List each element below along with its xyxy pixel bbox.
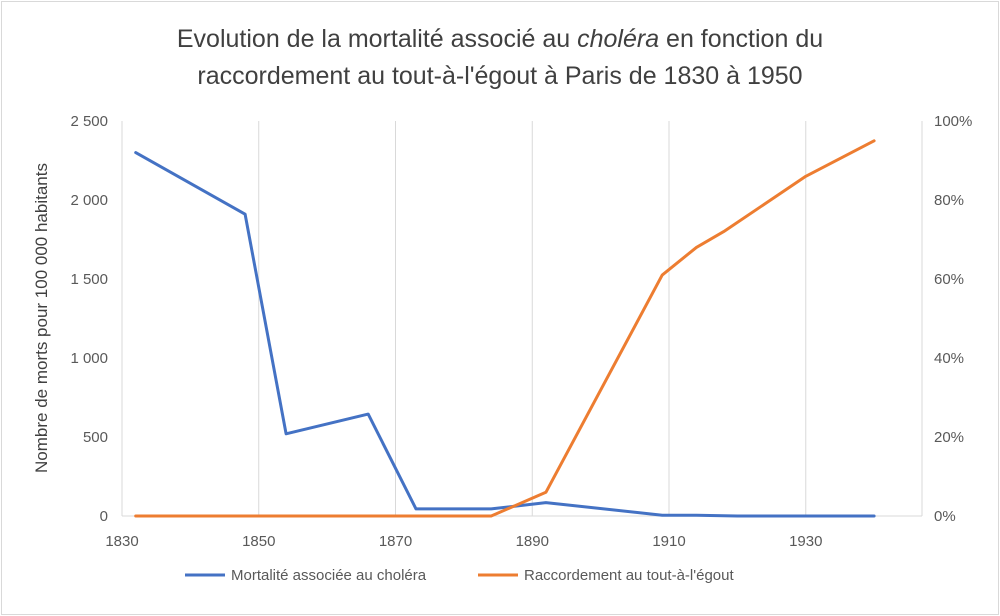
y-tick-label: 0 (100, 508, 108, 525)
y2-tick-label: 40% (934, 350, 964, 367)
x-tick-label: 1910 (652, 533, 685, 550)
series-line-sewer-connection (134, 139, 876, 518)
axes: 1830 1850 1870 1890 1910 1930 0 500 1 000 1 500 2 … (70, 113, 972, 550)
y2-tick-label: 20% (934, 429, 964, 446)
legend: Mortalité associée au choléra Raccordemen… (185, 567, 734, 584)
y2-tick-label: 60% (934, 271, 964, 288)
y2-tick-label: 100% (934, 113, 972, 130)
y-tick-label: 2 500 (70, 113, 108, 130)
legend-label: Raccordement au tout-à-l'égout (524, 567, 734, 584)
gridlines (121, 121, 923, 516)
y-axis-label: Nombre de morts pour 100 000 habitants (32, 163, 51, 473)
x-tick-label: 1870 (379, 533, 412, 550)
y-tick-label: 2 000 (70, 192, 108, 209)
chart-title-line2: raccordement au tout-à-l'égout à Paris d… (197, 62, 803, 90)
x-tick-label: 1850 (242, 533, 275, 550)
y-tick-label: 500 (83, 429, 108, 446)
y2-tick-label: 0% (934, 508, 956, 525)
x-tick-label: 1930 (789, 533, 822, 550)
y2-tick-label: 80% (934, 192, 964, 209)
x-tick-label: 1890 (516, 533, 549, 550)
legend-label: Mortalité associée au choléra (231, 567, 427, 584)
chart-title-line1: Evolution de la mortalité associé au cho… (176, 25, 824, 53)
y-tick-label: 1 500 (70, 271, 108, 288)
series-line-mortality (134, 151, 876, 518)
y-tick-label: 1 000 (70, 350, 108, 367)
series-lines (134, 139, 876, 518)
x-tick-label: 1830 (105, 533, 138, 550)
